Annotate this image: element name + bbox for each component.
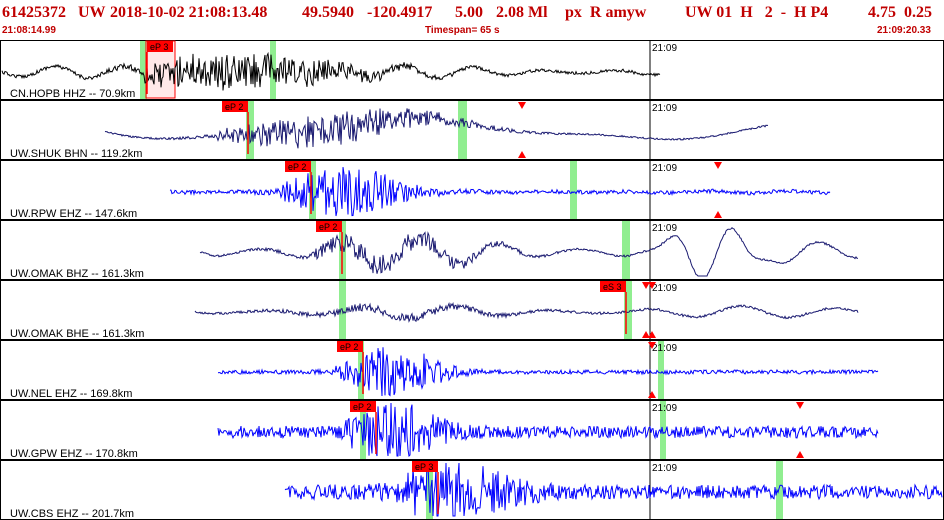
pick-window-7-0 <box>426 461 433 519</box>
station-label: UW.RPW EHZ -- 147.6km <box>10 208 137 220</box>
time-marker-label: 21:09 <box>652 403 677 414</box>
pick-flag-1[interactable] <box>222 101 248 112</box>
time-marker-label: 21:09 <box>652 43 677 54</box>
station-label: UW.SHUK BHN -- 119.2km <box>10 148 142 160</box>
amp-marker-up-4-1 <box>648 331 656 338</box>
pick-window-1-1 <box>458 101 467 159</box>
station-label: CN.HOPB HHZ -- 70.9km <box>10 88 135 100</box>
pick-flag-2[interactable] <box>285 161 311 172</box>
time-marker-label: 21:09 <box>652 223 677 234</box>
waveform-4 <box>194 301 859 323</box>
time-marker-label: 21:09 <box>652 343 677 354</box>
station-label: UW.NEL EHZ -- 169.8km <box>10 388 132 400</box>
pick-flag-label: eS 3 <box>603 282 622 292</box>
amp-marker-down-5-0 <box>648 342 656 349</box>
pick-flag-3[interactable] <box>316 221 342 232</box>
station-label: UW.OMAK BHE -- 161.3km <box>10 328 144 340</box>
pick-window-2-1 <box>570 161 577 219</box>
timespan: Timespan= 65 s <box>425 25 500 36</box>
waveform-0 <box>1 51 661 91</box>
amp-marker-down-4-0 <box>642 282 650 289</box>
pick-window-0-0 <box>140 41 147 99</box>
amp-marker-up-5-0 <box>648 391 656 398</box>
pick-flag-6[interactable] <box>350 401 376 412</box>
waveform-6 <box>217 402 879 458</box>
pick-flag-label: eP 2 <box>340 342 358 352</box>
amp-marker-up-2-0 <box>714 211 722 218</box>
event-datetime: 2018-10-02 21:08:13.48 <box>110 4 268 21</box>
event-summary-line: 61425372 UW 2018-10-02 21:08:13.48 49.59… <box>0 4 944 24</box>
time-marker-label: 21:09 <box>652 163 677 174</box>
amp-marker-down-2-0 <box>714 162 722 169</box>
amp-marker-down-1-0 <box>518 102 526 109</box>
event-depth: 5.00 <box>455 4 483 21</box>
pick-flag-5[interactable] <box>337 341 363 352</box>
pick-flag-label: eP 2 <box>353 402 371 412</box>
pick-flag-label: eP 2 <box>288 162 306 172</box>
waveform-3 <box>199 226 859 277</box>
event-latitude: 49.5940 <box>302 4 354 21</box>
station-label: UW.GPW EHZ -- 170.8km <box>10 448 138 460</box>
pick-window-4-1 <box>624 281 632 339</box>
event-longitude: -120.4917 <box>367 4 433 21</box>
pick-flag-4[interactable] <box>600 281 626 292</box>
time-range-line: 21:08:14.99 Timespan= 65 s 21:09:20.33 <box>0 25 944 38</box>
amp-marker-down-6-0 <box>796 402 804 409</box>
time-marker-label: 21:09 <box>652 103 677 114</box>
waveform-7 <box>284 462 943 517</box>
event-magnitude: 2.08 Ml <box>496 4 548 21</box>
event-flags: px R amyw <box>565 4 647 21</box>
waveform-2 <box>169 167 831 217</box>
event-flags-secondary: UW 01 H 2 - H P4 <box>685 4 829 21</box>
station-label: UW.OMAK BHZ -- 161.3km <box>10 268 144 280</box>
waveform-1 <box>104 108 769 149</box>
event-id: 61425372 <box>2 4 66 21</box>
event-header: 61425372 UW 2018-10-02 21:08:13.48 49.59… <box>0 0 944 40</box>
pick-window-7-1 <box>776 461 783 519</box>
amp-marker-up-1-0 <box>518 151 526 158</box>
amp-marker-down-4-1 <box>648 282 656 289</box>
pick-window-1-0 <box>246 101 254 159</box>
amp-marker-up-6-0 <box>796 451 804 458</box>
time-marker-label: 21:09 <box>652 463 677 474</box>
pick-flag-label: eP 2 <box>225 102 243 112</box>
pick-flag-label: eP 3 <box>415 462 433 472</box>
pick-flag-label: eP 3 <box>150 42 168 52</box>
event-network: UW <box>78 4 106 21</box>
waveform-5 <box>217 347 879 397</box>
pick-flag-label: eP 2 <box>319 222 337 232</box>
start-time: 21:08:14.99 <box>2 25 56 36</box>
pick-window-6-1 <box>660 401 666 459</box>
trace-row-5[interactable] <box>0 340 944 400</box>
event-values: 4.75 0.25 <box>868 4 932 21</box>
time-marker-label: 21:09 <box>652 283 677 294</box>
pick-flag-7[interactable] <box>412 461 438 472</box>
trace-row-7[interactable] <box>0 460 944 520</box>
end-time: 21:09:20.33 <box>877 25 931 36</box>
pick-window-3-1 <box>622 221 630 279</box>
amp-marker-up-4-0 <box>642 331 650 338</box>
station-label: UW.CBS EHZ -- 201.7km <box>10 508 134 520</box>
pick-flag-0[interactable] <box>147 41 173 52</box>
seismogram-panel[interactable]: 21:09 eP 3 CN.HOPB HHZ -- 70.9km 21:09 eP 2 U… <box>0 40 944 520</box>
pick-window-5-1 <box>658 341 664 399</box>
